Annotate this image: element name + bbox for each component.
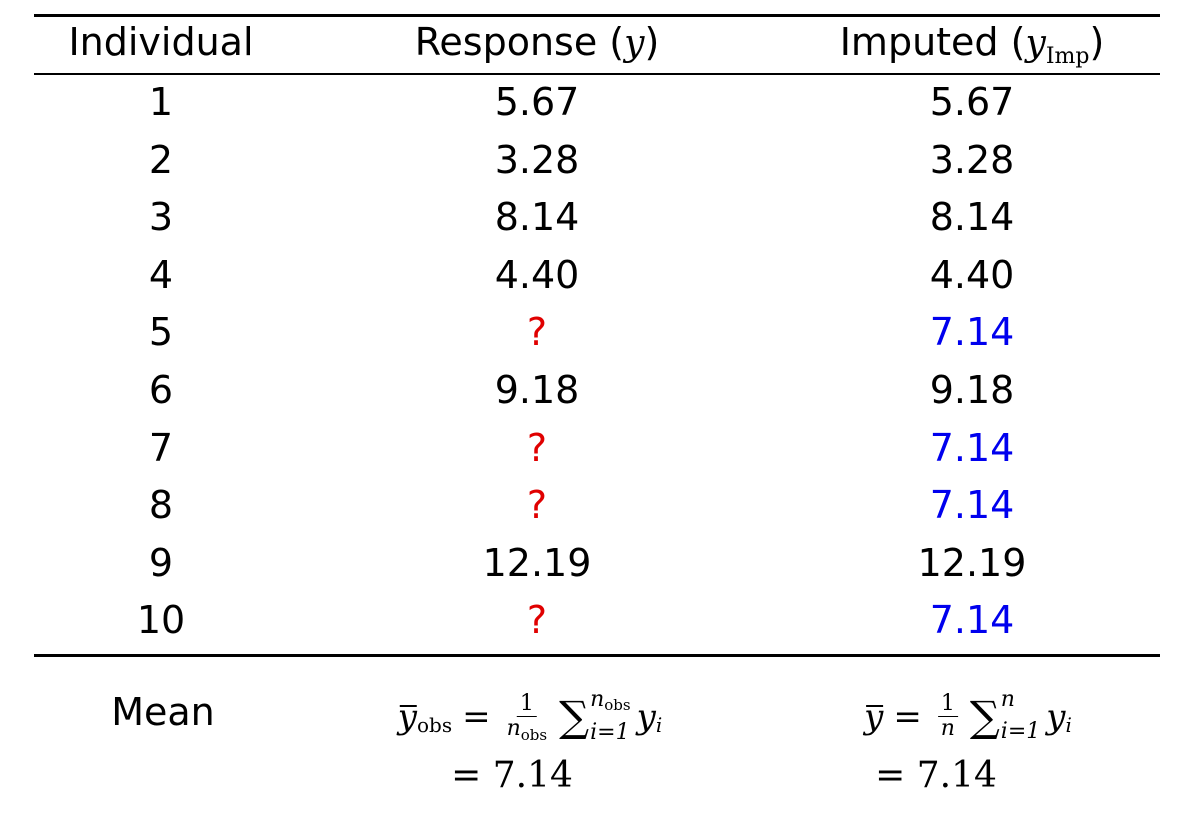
header-response-close-paren: ) [644, 20, 660, 64]
imp-term-subscript: i [1065, 712, 1072, 737]
obs-fraction: 1 nobs [506, 692, 548, 745]
response-value-cell: 9.18 [494, 368, 580, 412]
imp-summation: ∑ n i=1 [969, 688, 1040, 742]
individual-id-cell: 4 [148, 253, 174, 297]
imp-term: y [1046, 696, 1066, 737]
obs-mean-symbol: y [397, 697, 418, 737]
missing-response-cell: ? [526, 598, 548, 642]
individual-id-cell: 5 [148, 310, 174, 354]
observed-value-cell: 3.28 [929, 138, 1015, 182]
header-imputed: Imputed (yImp) [840, 20, 1105, 71]
imp-sum-limits: n i=1 [1001, 688, 1040, 742]
imputed-value-cell: 7.14 [929, 483, 1015, 527]
response-value-cell: 12.19 [482, 541, 592, 585]
obs-term-subscript: i [655, 713, 663, 737]
obs-fraction-den-subscript: obs [520, 726, 548, 744]
imp-equals: = [893, 696, 922, 737]
obs-sum-limits: nobs i=1 [590, 688, 631, 743]
imputed-mean-result: = 7.14 [875, 755, 997, 796]
header-response-open-paren: ( [609, 20, 625, 64]
obs-sum-lower: i=1 [590, 719, 630, 745]
missing-response-cell: ? [526, 310, 548, 354]
obs-term: y [636, 697, 656, 737]
observed-mean-result: = 7.14 [451, 755, 573, 796]
response-value-cell: 4.40 [494, 253, 580, 297]
obs-fraction-den-symbol: n [506, 716, 521, 741]
header-imputed-subscript: Imp [1045, 44, 1090, 69]
imp-sum-lower: i=1 [1000, 718, 1041, 744]
imp-sigma-symbol: ∑ [969, 691, 1000, 741]
imp-mean-symbol: y [864, 696, 884, 737]
observed-value-cell: 5.67 [929, 80, 1015, 124]
obs-sum-upper-symbol: n [590, 686, 605, 712]
response-value-cell: 5.67 [494, 80, 580, 124]
header-rule [34, 73, 1160, 75]
observed-value-cell: 9.18 [929, 368, 1015, 412]
response-value-cell: 8.14 [494, 195, 580, 239]
individual-id-cell: 1 [148, 80, 174, 124]
missing-response-cell: ? [526, 426, 548, 470]
header-imputed-label: Imputed [839, 20, 999, 64]
obs-fraction-denominator: nobs [506, 716, 548, 745]
observed-value-cell: 12.19 [917, 541, 1027, 585]
missing-response-cell: ? [526, 483, 548, 527]
obs-sigma-symbol: ∑ [559, 692, 590, 741]
header-imputed-close-paren: ) [1089, 20, 1105, 64]
obs-fraction-numerator: 1 [516, 692, 537, 717]
individual-id-cell: 10 [136, 598, 186, 642]
obs-sum-upper: nobs [590, 686, 631, 714]
individual-id-cell: 7 [148, 426, 174, 470]
imputed-value-cell: 7.14 [929, 426, 1015, 470]
individual-id-cell: 9 [148, 541, 174, 585]
header-imputed-open-paren: ( [1010, 20, 1026, 64]
table-top-rule [34, 14, 1160, 17]
obs-equals: = [462, 697, 491, 737]
individual-id-cell: 8 [148, 483, 174, 527]
observed-value-cell: 8.14 [929, 195, 1015, 239]
header-response-symbol: y [624, 23, 645, 64]
header-response-label: Response [414, 20, 598, 64]
imputed-value-cell: 7.14 [929, 598, 1015, 642]
imputed-value-cell: 7.14 [929, 310, 1015, 354]
individual-id-cell: 2 [148, 138, 174, 182]
obs-sum-upper-subscript: obs [604, 695, 631, 714]
individual-id-cell: 6 [148, 368, 174, 412]
imp-fraction: 1 n [937, 692, 958, 741]
imp-fraction-denominator: n [940, 716, 955, 741]
observed-value-cell: 4.40 [929, 253, 1015, 297]
mean-label: Mean [111, 690, 215, 734]
header-individual: Individual [68, 20, 254, 64]
header-imputed-symbol: y [1025, 23, 1046, 64]
response-value-cell: 3.28 [494, 138, 580, 182]
table-bottom-rule [34, 654, 1160, 657]
imp-sum-upper: n [1000, 686, 1015, 712]
header-response: Response (y) [415, 20, 660, 66]
imp-fraction-numerator: 1 [937, 692, 958, 717]
individual-id-cell: 3 [148, 195, 174, 239]
obs-mean-subscript: obs [416, 713, 453, 737]
obs-summation: ∑ nobs i=1 [559, 688, 631, 743]
